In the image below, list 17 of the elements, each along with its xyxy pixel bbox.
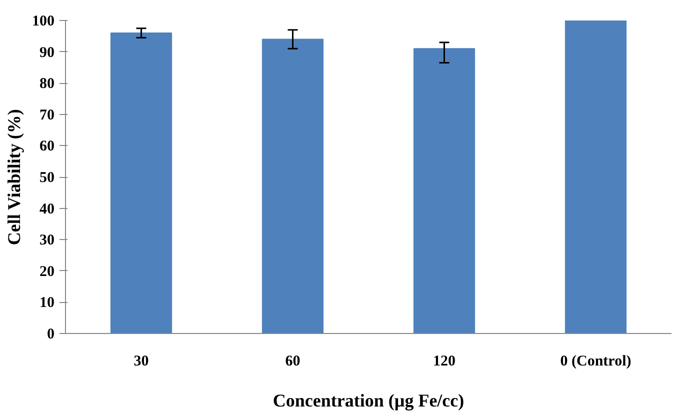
y-tick-label: 0 [47, 326, 54, 342]
x-tick-label: 60 [285, 354, 300, 370]
y-tick-label: 40 [40, 201, 54, 218]
x-tick-label: 0 (Control) [560, 354, 632, 370]
y-tick-label: 80 [40, 76, 54, 92]
y-tick-label: 70 [40, 107, 54, 124]
y-tick-label: 50 [40, 170, 54, 186]
x-axis-title: Concentration (µg Fe/cc) [272, 390, 464, 410]
y-tick-label: 60 [40, 138, 54, 155]
y-tick-label: 90 [40, 44, 54, 61]
y-tick-label: 10 [40, 295, 54, 312]
y-axis-title: Cell Viability (%) [4, 109, 24, 246]
x-tick-label: 30 [134, 354, 149, 370]
x-tick-label: 120 [433, 354, 456, 370]
y-tick-label: 20 [40, 264, 54, 280]
y-tick-label: 100 [32, 14, 54, 30]
y-tick-label: 30 [40, 232, 54, 249]
